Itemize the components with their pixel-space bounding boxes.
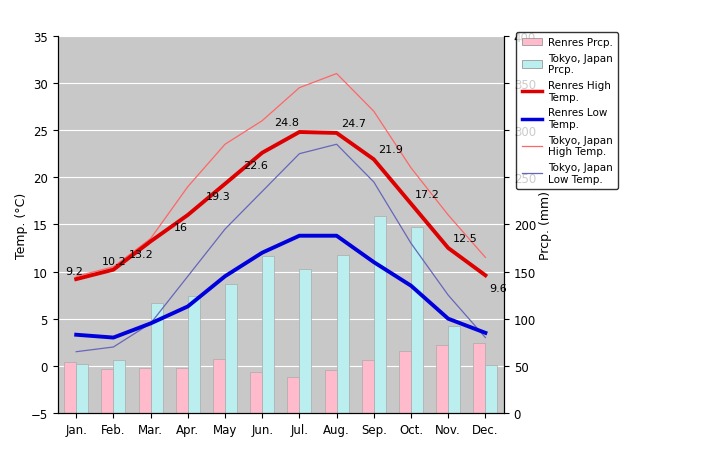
Text: 22.6: 22.6 (243, 161, 268, 171)
Renres Low
Temp. (72, 332, 81, 338)
Bar (287, 377, 300, 413)
Bar (325, 370, 336, 413)
Bar (485, 365, 498, 413)
Bar (102, 369, 113, 413)
Tokyo, Japan
Low Temp. (295, 151, 304, 157)
Bar (251, 373, 262, 413)
Renres High
Temp. (407, 202, 415, 207)
Tokyo, Japan
High Temp. (109, 264, 117, 270)
Line: Renres Low
Temp.: Renres Low Temp. (76, 236, 485, 338)
Tokyo, Japan
High Temp. (295, 86, 304, 91)
Renres Low
Temp. (369, 260, 378, 265)
Tokyo, Japan
Low Temp. (72, 349, 81, 355)
Tokyo, Japan
Low Temp. (109, 344, 117, 350)
Renres High
Temp. (146, 239, 155, 245)
Tokyo, Japan
High Temp. (184, 185, 192, 190)
Text: 13.2: 13.2 (128, 249, 153, 259)
Renres High
Temp. (184, 213, 192, 218)
Renres Low
Temp. (481, 330, 490, 336)
Tokyo, Japan
Low Temp. (146, 321, 155, 326)
Bar (374, 217, 386, 413)
Line: Tokyo, Japan
Low Temp.: Tokyo, Japan Low Temp. (76, 145, 485, 352)
Text: 10.2: 10.2 (102, 257, 127, 267)
Tokyo, Japan
Low Temp. (444, 293, 452, 298)
Renres Low
Temp. (444, 316, 452, 322)
Bar (300, 269, 311, 413)
Renres Low
Temp. (332, 234, 341, 239)
Bar (448, 326, 460, 413)
Bar (262, 256, 274, 413)
Text: 19.3: 19.3 (205, 192, 230, 202)
Bar (113, 360, 125, 413)
Tokyo, Japan
Low Temp. (184, 274, 192, 280)
Renres High
Temp. (109, 267, 117, 273)
Renres Low
Temp. (258, 250, 266, 256)
Renres Low
Temp. (220, 274, 229, 280)
Text: 16: 16 (174, 223, 188, 233)
Tokyo, Japan
Low Temp. (407, 241, 415, 246)
Renres High
Temp. (72, 277, 81, 282)
Text: 24.8: 24.8 (274, 118, 300, 128)
Tokyo, Japan
High Temp. (369, 109, 378, 115)
Text: 24.7: 24.7 (341, 119, 366, 129)
Tokyo, Japan
High Temp. (146, 236, 155, 242)
Bar (474, 343, 485, 413)
Legend: Renres Prcp., Tokyo, Japan
Prcp., Renres High
Temp., Renres Low
Temp., Tokyo, Ja: Renres Prcp., Tokyo, Japan Prcp., Renres… (516, 33, 618, 190)
Bar (188, 297, 199, 413)
Line: Renres High
Temp.: Renres High Temp. (76, 133, 485, 280)
Renres Low
Temp. (295, 234, 304, 239)
Tokyo, Japan
High Temp. (72, 274, 81, 280)
Bar (411, 228, 423, 413)
Tokyo, Japan
Low Temp. (258, 189, 266, 195)
Renres Low
Temp. (146, 321, 155, 326)
Tokyo, Japan
High Temp. (481, 255, 490, 261)
Renres Low
Temp. (407, 283, 415, 289)
Renres Low
Temp. (184, 304, 192, 309)
Bar (76, 364, 88, 413)
Bar (436, 345, 448, 413)
Tokyo, Japan
Low Temp. (481, 335, 490, 341)
Y-axis label: Prcp. (mm): Prcp. (mm) (539, 190, 552, 259)
Tokyo, Japan
High Temp. (220, 142, 229, 148)
Renres High
Temp. (295, 130, 304, 135)
Text: 12.5: 12.5 (452, 234, 477, 244)
Text: 17.2: 17.2 (415, 189, 440, 199)
Renres High
Temp. (220, 182, 229, 187)
Text: 9.6: 9.6 (490, 283, 508, 293)
Bar (150, 303, 163, 413)
Bar (176, 368, 188, 413)
Renres High
Temp. (332, 131, 341, 136)
Line: Tokyo, Japan
High Temp.: Tokyo, Japan High Temp. (76, 74, 485, 277)
Tokyo, Japan
Low Temp. (220, 227, 229, 232)
Bar (399, 351, 411, 413)
Bar (139, 368, 150, 413)
Tokyo, Japan
High Temp. (407, 166, 415, 171)
Text: 9.2: 9.2 (65, 266, 83, 276)
Tokyo, Japan
Low Temp. (369, 180, 378, 185)
Tokyo, Japan
High Temp. (444, 213, 452, 218)
Bar (336, 255, 348, 413)
Text: 21.9: 21.9 (378, 145, 403, 155)
Bar (64, 362, 76, 413)
Bar (362, 360, 374, 413)
Tokyo, Japan
High Temp. (258, 118, 266, 124)
Renres Low
Temp. (109, 335, 117, 341)
Y-axis label: Temp. (°C): Temp. (°C) (15, 192, 28, 258)
Renres High
Temp. (444, 246, 452, 251)
Bar (213, 359, 225, 413)
Renres High
Temp. (258, 151, 266, 156)
Renres High
Temp. (369, 157, 378, 163)
Tokyo, Japan
High Temp. (332, 72, 341, 77)
Renres High
Temp. (481, 273, 490, 279)
Bar (225, 284, 237, 413)
Tokyo, Japan
Low Temp. (332, 142, 341, 148)
